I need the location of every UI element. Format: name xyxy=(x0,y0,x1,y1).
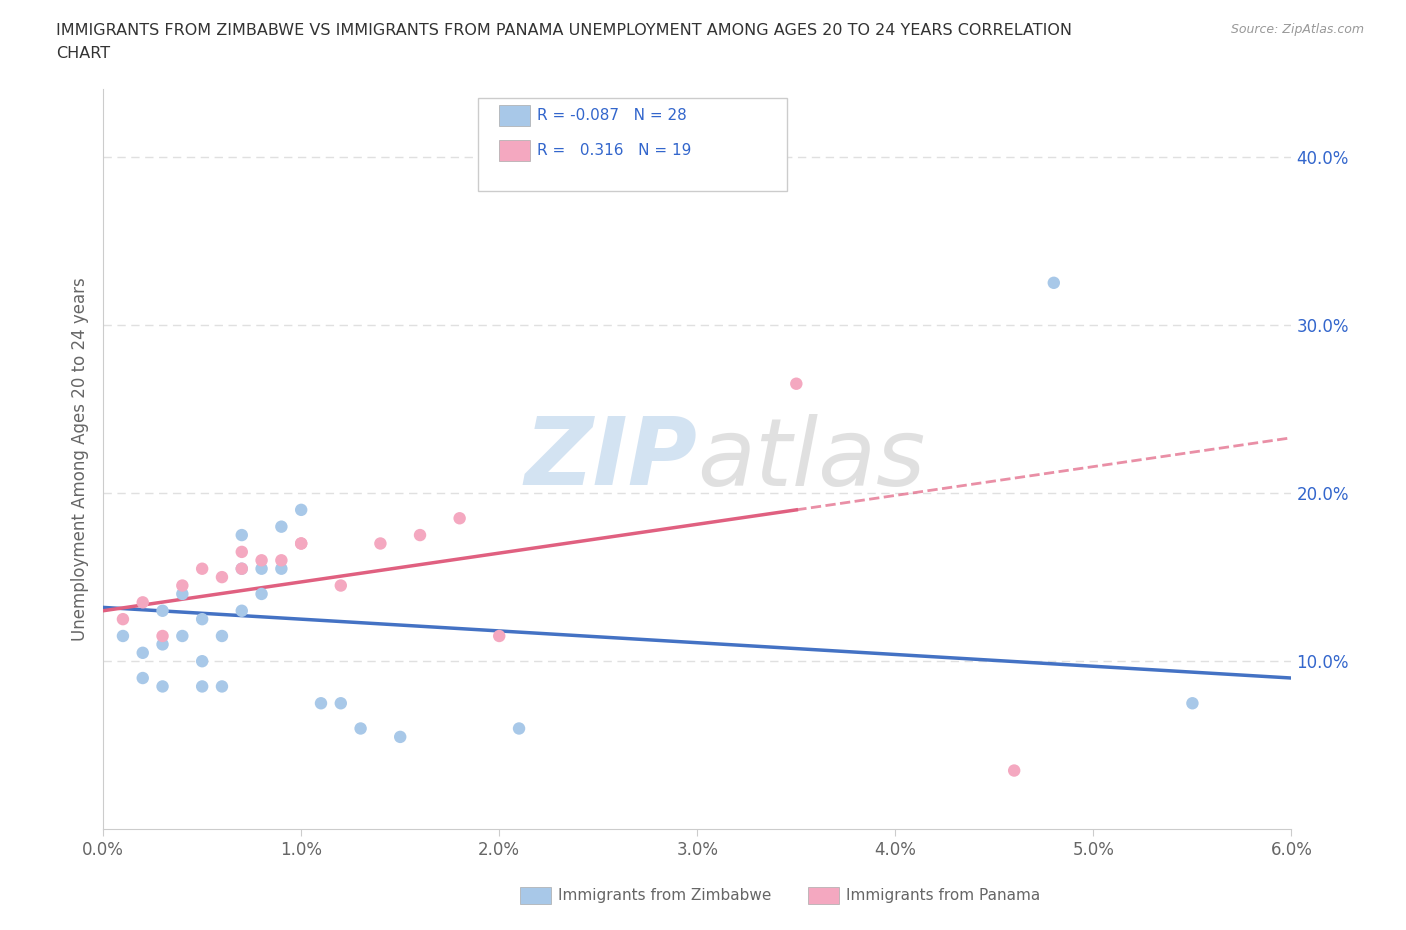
Point xyxy=(211,570,233,585)
Text: atlas: atlas xyxy=(697,414,925,505)
Point xyxy=(250,562,273,577)
Point xyxy=(211,679,233,694)
Point xyxy=(152,604,174,618)
Point xyxy=(270,562,292,577)
Point xyxy=(785,377,807,392)
Text: Immigrants from Panama: Immigrants from Panama xyxy=(846,888,1040,903)
Point xyxy=(329,696,352,711)
Point xyxy=(270,519,292,534)
Point xyxy=(231,562,253,577)
Point xyxy=(111,612,134,627)
Point xyxy=(309,696,332,711)
Point xyxy=(1042,275,1064,290)
Point xyxy=(389,729,412,744)
Point xyxy=(231,604,253,618)
Point xyxy=(191,654,214,669)
Point xyxy=(290,536,312,551)
Point xyxy=(231,562,253,577)
Text: IMMIGRANTS FROM ZIMBABWE VS IMMIGRANTS FROM PANAMA UNEMPLOYMENT AMONG AGES 20 TO: IMMIGRANTS FROM ZIMBABWE VS IMMIGRANTS F… xyxy=(56,23,1073,38)
Point xyxy=(488,629,510,644)
Point xyxy=(409,527,432,542)
Point xyxy=(270,552,292,567)
Point xyxy=(449,511,471,525)
Point xyxy=(172,587,194,602)
Point xyxy=(231,544,253,559)
Text: Source: ZipAtlas.com: Source: ZipAtlas.com xyxy=(1230,23,1364,36)
Text: CHART: CHART xyxy=(56,46,110,61)
Text: R =   0.316   N = 19: R = 0.316 N = 19 xyxy=(537,143,692,158)
Point xyxy=(132,595,155,610)
Point xyxy=(290,502,312,517)
Point xyxy=(132,645,155,660)
Point xyxy=(508,721,530,736)
Point xyxy=(152,679,174,694)
Point xyxy=(172,629,194,644)
Point xyxy=(152,629,174,644)
Point xyxy=(349,721,371,736)
Point xyxy=(290,536,312,551)
Text: Immigrants from Zimbabwe: Immigrants from Zimbabwe xyxy=(558,888,772,903)
Point xyxy=(1181,696,1204,711)
Point xyxy=(191,679,214,694)
Text: R = -0.087   N = 28: R = -0.087 N = 28 xyxy=(537,108,688,123)
Point xyxy=(172,578,194,593)
Point xyxy=(211,629,233,644)
Point xyxy=(250,552,273,567)
Point xyxy=(152,637,174,652)
Point xyxy=(111,629,134,644)
Y-axis label: Unemployment Among Ages 20 to 24 years: Unemployment Among Ages 20 to 24 years xyxy=(72,277,89,642)
Text: ZIP: ZIP xyxy=(524,414,697,505)
Point xyxy=(329,578,352,593)
Point xyxy=(1002,764,1025,778)
Point xyxy=(191,562,214,577)
Point xyxy=(191,612,214,627)
Point xyxy=(231,527,253,542)
Point xyxy=(250,587,273,602)
Point xyxy=(132,671,155,685)
Point xyxy=(370,536,392,551)
